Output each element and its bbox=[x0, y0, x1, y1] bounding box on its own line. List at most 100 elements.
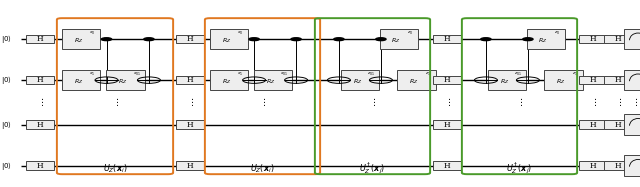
Text: $R_Z$: $R_Z$ bbox=[74, 77, 83, 86]
Bar bbox=[210, 70, 248, 90]
Text: $x_0$: $x_0$ bbox=[90, 30, 96, 37]
Text: H: H bbox=[187, 162, 193, 170]
Bar bbox=[527, 29, 565, 49]
Text: $R_Z$: $R_Z$ bbox=[221, 77, 231, 86]
Text: $R_Z$: $R_Z$ bbox=[392, 36, 401, 45]
Text: $U_Z^\dagger(\boldsymbol{x}_j)$: $U_Z^\dagger(\boldsymbol{x}_j)$ bbox=[359, 161, 386, 176]
Text: $R_Z$: $R_Z$ bbox=[410, 77, 419, 86]
Bar bbox=[579, 35, 607, 44]
Text: $|0\rangle$: $|0\rangle$ bbox=[1, 119, 12, 131]
Text: $|0\rangle$: $|0\rangle$ bbox=[1, 74, 12, 86]
Circle shape bbox=[481, 38, 491, 41]
Text: $x_1$: $x_1$ bbox=[237, 71, 244, 78]
Bar bbox=[380, 29, 418, 49]
Text: $x_{01}$: $x_{01}$ bbox=[133, 71, 141, 78]
Bar bbox=[624, 155, 640, 176]
Text: $U_Z(\boldsymbol{x}_i)$: $U_Z(\boldsymbol{x}_i)$ bbox=[103, 162, 127, 174]
Bar bbox=[62, 70, 100, 90]
Circle shape bbox=[144, 38, 154, 41]
Text: H: H bbox=[444, 162, 451, 170]
Bar bbox=[26, 35, 54, 44]
Circle shape bbox=[376, 38, 386, 41]
Text: H: H bbox=[614, 35, 621, 43]
Bar bbox=[176, 76, 204, 85]
Text: $\vdots$: $\vdots$ bbox=[631, 96, 638, 108]
Text: H: H bbox=[444, 121, 451, 129]
Bar bbox=[579, 161, 607, 170]
Circle shape bbox=[249, 38, 259, 41]
Text: H: H bbox=[614, 162, 621, 170]
Bar bbox=[397, 70, 436, 90]
Circle shape bbox=[334, 38, 344, 41]
Text: H: H bbox=[589, 162, 596, 170]
Bar bbox=[433, 161, 461, 170]
Bar bbox=[579, 76, 607, 85]
Text: $R_Z$: $R_Z$ bbox=[353, 77, 362, 86]
Bar bbox=[604, 120, 632, 129]
Text: $R_Z$: $R_Z$ bbox=[556, 77, 566, 86]
Text: H: H bbox=[36, 121, 44, 129]
Bar bbox=[210, 29, 248, 49]
Text: $z_{01}$: $z_{01}$ bbox=[515, 71, 522, 78]
Circle shape bbox=[291, 38, 301, 41]
Bar bbox=[26, 120, 54, 129]
Text: H: H bbox=[36, 76, 44, 84]
Text: $\vdots$: $\vdots$ bbox=[589, 96, 596, 108]
Text: H: H bbox=[36, 162, 44, 170]
Text: H: H bbox=[187, 121, 193, 129]
Bar bbox=[433, 35, 461, 44]
Text: $R_Z$: $R_Z$ bbox=[538, 36, 548, 45]
Text: $U_Z^\dagger(\boldsymbol{x}_j)$: $U_Z^\dagger(\boldsymbol{x}_j)$ bbox=[506, 161, 532, 176]
Text: $R_Z$: $R_Z$ bbox=[221, 36, 231, 45]
Bar bbox=[624, 29, 640, 49]
Text: $\vdots$: $\vdots$ bbox=[36, 96, 44, 108]
Text: $z_0$: $z_0$ bbox=[554, 30, 561, 37]
Circle shape bbox=[523, 38, 533, 41]
Text: $\vdots$: $\vdots$ bbox=[111, 96, 118, 108]
Text: H: H bbox=[444, 76, 451, 84]
Bar bbox=[62, 29, 100, 49]
Text: $R_Z$: $R_Z$ bbox=[74, 36, 83, 45]
Text: $U_Z(\boldsymbol{x}_i)$: $U_Z(\boldsymbol{x}_i)$ bbox=[250, 162, 275, 174]
Text: H: H bbox=[614, 76, 621, 84]
Bar bbox=[624, 114, 640, 135]
Bar bbox=[26, 76, 54, 85]
Bar bbox=[579, 120, 607, 129]
Text: $R_Z$: $R_Z$ bbox=[266, 77, 275, 86]
Text: $z_1$: $z_1$ bbox=[572, 71, 578, 78]
Bar bbox=[254, 70, 292, 90]
Text: H: H bbox=[444, 35, 451, 43]
Text: $\vdots$: $\vdots$ bbox=[444, 96, 451, 108]
Bar bbox=[604, 35, 632, 44]
Bar bbox=[176, 161, 204, 170]
Text: $z_{01}$: $z_{01}$ bbox=[367, 71, 376, 78]
Bar bbox=[26, 161, 54, 170]
Text: $\vdots$: $\vdots$ bbox=[259, 96, 266, 108]
Text: H: H bbox=[614, 121, 621, 129]
Text: H: H bbox=[589, 35, 596, 43]
Text: $\vdots$: $\vdots$ bbox=[516, 96, 523, 108]
Bar bbox=[176, 35, 204, 44]
Text: $z_1$: $z_1$ bbox=[425, 71, 431, 78]
Bar bbox=[106, 70, 145, 90]
Text: $x_1$: $x_1$ bbox=[90, 71, 96, 78]
Bar bbox=[545, 70, 583, 90]
Text: $R_Z$: $R_Z$ bbox=[118, 77, 128, 86]
Text: H: H bbox=[187, 35, 193, 43]
Text: H: H bbox=[589, 121, 596, 129]
Text: H: H bbox=[589, 76, 596, 84]
Text: H: H bbox=[36, 35, 44, 43]
Bar bbox=[340, 70, 379, 90]
Bar bbox=[433, 76, 461, 85]
Text: $\vdots$: $\vdots$ bbox=[186, 96, 193, 108]
Bar bbox=[433, 120, 461, 129]
Text: $x_{01}$: $x_{01}$ bbox=[280, 71, 289, 78]
Text: $|0\rangle$: $|0\rangle$ bbox=[1, 160, 12, 172]
Bar bbox=[604, 161, 632, 170]
Bar bbox=[488, 70, 526, 90]
Text: $z_0$: $z_0$ bbox=[407, 30, 413, 37]
Text: H: H bbox=[187, 76, 193, 84]
Text: $|0\rangle$: $|0\rangle$ bbox=[1, 33, 12, 45]
Bar bbox=[604, 76, 632, 85]
Bar bbox=[176, 120, 204, 129]
